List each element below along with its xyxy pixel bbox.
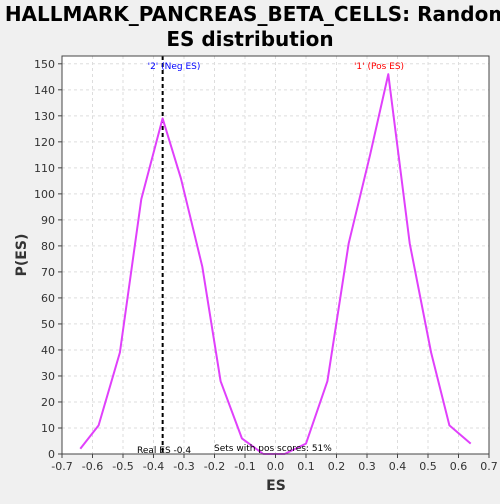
real-es-label: Real ES -0.4 — [137, 446, 191, 456]
pos-scores-label: Sets with pos scores: 51% — [214, 444, 332, 454]
y-tick-label: 0 — [48, 448, 55, 461]
x-tick-label: -0.6 — [82, 460, 103, 473]
y-tick-label: 90 — [41, 214, 55, 227]
y-tick-label: 80 — [41, 240, 55, 253]
x-tick-label: 0.3 — [358, 460, 376, 473]
y-tick-label: 30 — [41, 370, 55, 383]
x-tick-label: -0.2 — [204, 460, 225, 473]
y-axis-label: P(ES) — [14, 234, 30, 277]
x-tick-label: 0.4 — [389, 460, 407, 473]
x-tick-label: 0.1 — [297, 460, 315, 473]
x-tick-label: 0.2 — [328, 460, 346, 473]
x-tick-label: -0.7 — [51, 460, 72, 473]
x-tick-label: -0.1 — [234, 460, 255, 473]
neg-es-label: '2' (Neg ES) — [148, 62, 201, 72]
y-tick-label: 150 — [34, 58, 55, 71]
chart-title-line-2: ES distribution — [166, 27, 333, 51]
x-tick-label: -0.4 — [143, 460, 164, 473]
y-tick-label: 50 — [41, 318, 55, 331]
pos-es-label: '1' (Pos ES) — [354, 62, 404, 72]
y-tick-label: 140 — [34, 84, 55, 97]
x-axis-label: ES — [266, 478, 286, 494]
x-axis-ticks: -0.7 -0.6 -0.5 -0.4 -0.3 -0.2 -0.1 0.0 0.1 0.2 0.3… — [51, 454, 498, 473]
x-tick-label: 0.5 — [419, 460, 437, 473]
y-tick-label: 10 — [41, 422, 55, 435]
x-tick-label: -0.5 — [112, 460, 133, 473]
y-tick-label: 110 — [34, 162, 55, 175]
y-tick-label: 20 — [41, 396, 55, 409]
x-tick-label: 0.6 — [450, 460, 468, 473]
y-tick-label: 100 — [34, 188, 55, 201]
y-tick-label: 60 — [41, 292, 55, 305]
y-axis-ticks: 0 10 20 30 40 50 60 70 80 90 100 110 120 130 140 150 — [34, 58, 62, 461]
y-tick-label: 130 — [34, 110, 55, 123]
x-tick-label: 0.0 — [267, 460, 285, 473]
chart-title-line-1: HALLMARK_PANCREAS_BETA_CELLS: Random — [5, 2, 500, 26]
y-tick-label: 120 — [34, 136, 55, 149]
x-tick-label: 0.7 — [480, 460, 498, 473]
y-tick-label: 70 — [41, 266, 55, 279]
y-tick-label: 40 — [41, 344, 55, 357]
x-tick-label: -0.3 — [173, 460, 194, 473]
